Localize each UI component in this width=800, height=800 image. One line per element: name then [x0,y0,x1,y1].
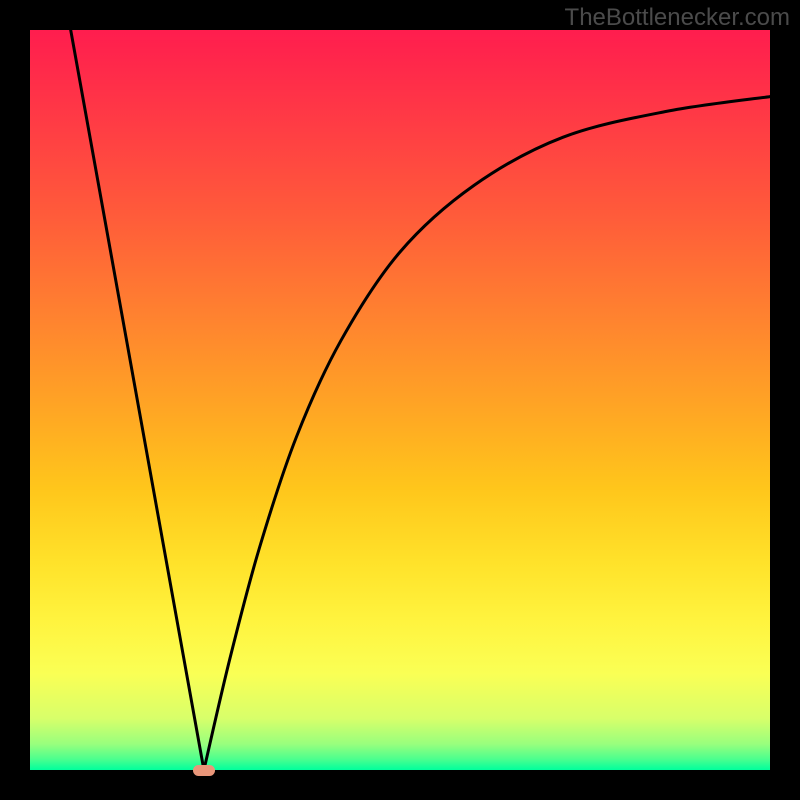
plot-area [30,30,770,770]
optimal-marker [193,765,215,776]
chart-root: TheBottlenecker.com [0,0,800,800]
watermark-text: TheBottlenecker.com [565,4,790,32]
bottleneck-curve [30,30,770,770]
